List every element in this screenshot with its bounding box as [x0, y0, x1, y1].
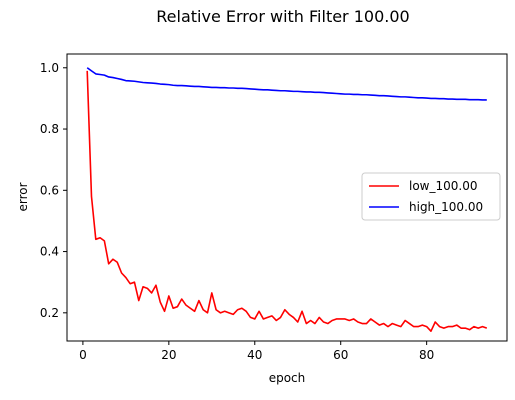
y-tick-label: 0.6 — [40, 183, 59, 197]
x-tick-label: 40 — [247, 348, 262, 362]
y-tick-label: 0.2 — [40, 306, 59, 320]
y-axis-ticks: 0.2 0.4 0.6 0.8 1.0 — [40, 61, 67, 320]
series-line-1 — [86, 67, 487, 101]
x-axis-ticks: 0 20 40 60 80 — [79, 341, 434, 362]
y-tick-label: 1.0 — [40, 61, 59, 75]
x-tick-label: 80 — [419, 348, 434, 362]
x-tick-label: 0 — [79, 348, 87, 362]
legend: low_100.00 high_100.00 — [361, 172, 501, 221]
y-tick-label: 0.8 — [40, 122, 59, 136]
x-tick-label: 20 — [161, 348, 176, 362]
legend-box — [361, 172, 501, 221]
chart-title: Relative Error with Filter 100.00 — [156, 7, 409, 26]
y-axis-label: error — [16, 182, 30, 211]
legend-label-low: low_100.00 — [409, 179, 477, 193]
x-axis-label: epoch — [269, 371, 306, 385]
plot-lines — [86, 67, 488, 333]
plot-frame — [66, 53, 508, 342]
x-tick-label: 60 — [333, 348, 348, 362]
y-tick-label: 0.4 — [40, 245, 59, 259]
legend-label-high: high_100.00 — [409, 200, 483, 214]
series-line-0 — [86, 70, 488, 333]
